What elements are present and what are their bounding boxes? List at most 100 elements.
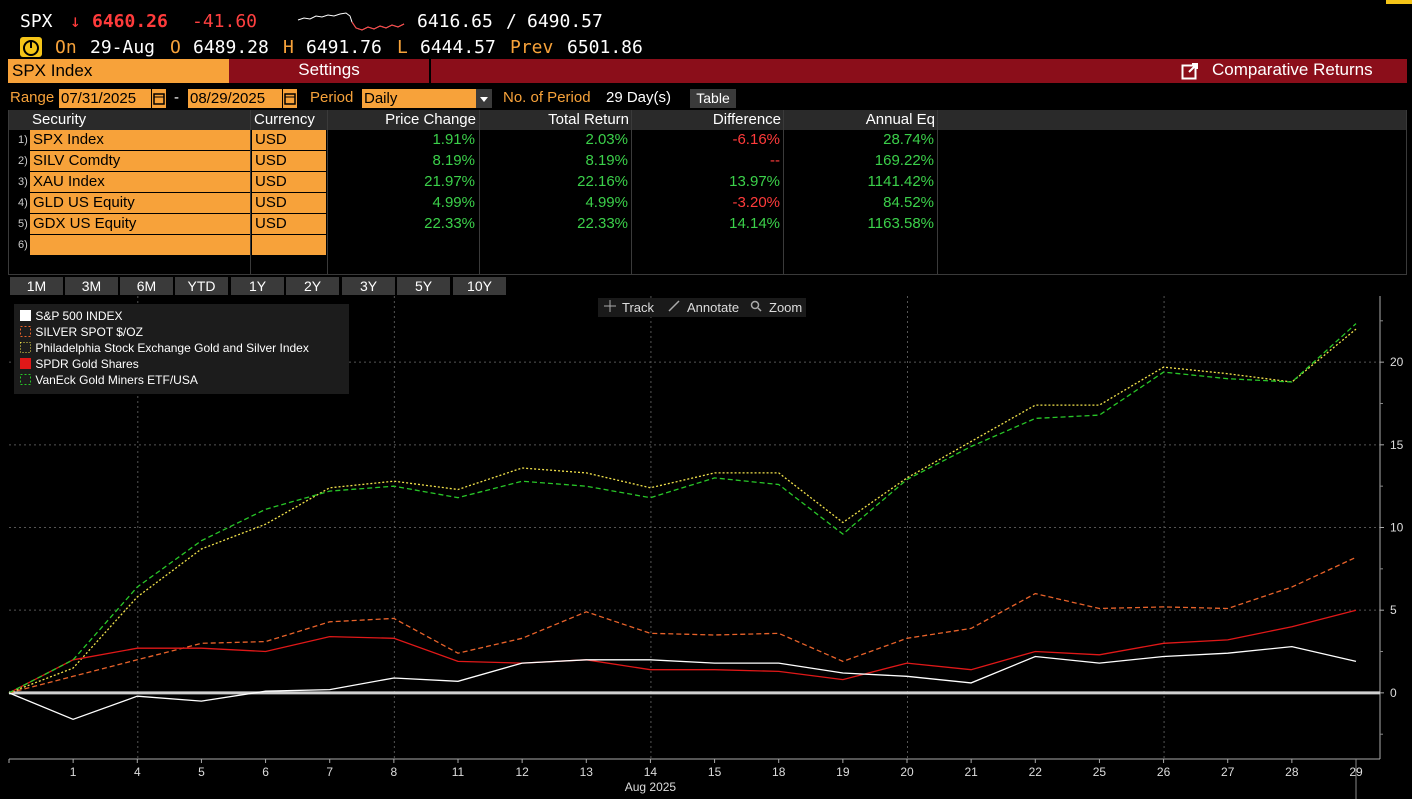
legend-item[interactable]: VanEck Gold Miners ETF/USA [20,372,198,388]
legend-item[interactable]: Philadelphia Stock Exchange Gold and Sil… [20,340,309,356]
start-date-field[interactable]: 07/31/2025 [59,89,151,108]
x-tick-label: 12 [515,765,529,779]
grid-line [937,110,938,275]
bar-divider [429,59,431,83]
x-tick-label: 14 [644,765,658,779]
annual-eq-cell: 1141.42% [867,173,934,190]
legend-item[interactable]: SILVER SPOT $/OZ [20,324,143,340]
zoom-button[interactable]: Zoom [769,300,803,315]
security-cell-empty[interactable] [30,235,250,255]
difference-cell: 14.14% [729,215,780,232]
period-1y-button[interactable]: 1Y [231,277,284,295]
annotate-button[interactable]: Annotate [687,300,740,315]
x-tick-label: 7 [326,765,333,779]
y-tick-label: 5 [1390,603,1397,617]
price-change-cell: 8.19% [432,152,475,169]
settings-tab[interactable]: Settings [230,59,428,83]
no-period-value: 29 Day(s) [606,89,672,106]
row-number: 5) [18,218,28,230]
start-calendar-icon[interactable] [152,89,166,108]
col-price-change[interactable]: Price Change [385,111,476,128]
currency-cell[interactable]: USD [252,214,326,234]
legend-item[interactable]: SPDR Gold Shares [20,356,139,372]
col-security[interactable]: Security [32,111,87,128]
period-5y-button[interactable]: 5Y [397,277,450,295]
end-date-field[interactable]: 08/29/2025 [188,89,282,108]
security-cell[interactable]: SILV Comdty [30,151,250,171]
low-day-value: 6444.57 [420,37,496,58]
no-period-label: No. of Period [503,89,591,106]
slash-separator: / [506,11,517,32]
track-button[interactable]: Track [622,300,655,315]
currency-cell[interactable]: USD [252,151,326,171]
legend-label: S&P 500 INDEX [35,309,123,323]
table-button[interactable]: Table [690,89,736,108]
period-select[interactable]: Daily [362,89,476,108]
row-number: 4) [18,197,28,209]
col-annual-eq[interactable]: Annual Eq [865,111,935,128]
grid-line [250,110,251,275]
currency-cell[interactable]: USD [252,130,326,150]
range-dash: - [174,89,179,106]
currency-cell[interactable]: USD [252,193,326,213]
x-tick-label: 28 [1285,765,1299,779]
period-2y-button[interactable]: 2Y [286,277,339,295]
down-arrow-icon: ↓ [70,11,81,32]
period-1m-button[interactable]: 1M [10,277,63,295]
legend-item[interactable]: S&P 500 INDEX [20,308,123,324]
total-return-cell: 4.99% [585,194,628,211]
period-3m-button[interactable]: 3M [65,277,118,295]
on-label: On [55,37,77,58]
x-tick-label: 18 [772,765,786,779]
currency-cell-empty[interactable] [252,235,326,255]
series-line-4 [8,323,1357,694]
security-cell[interactable]: GLD US Equity [30,193,250,213]
chart-toolbar [598,298,806,317]
price-change-cell: 4.99% [432,194,475,211]
chart-legend [14,304,349,394]
pencil-icon [668,300,680,315]
x-tick-label: 6 [262,765,269,779]
period-3y-button[interactable]: 3Y [342,277,395,295]
total-return-cell: 2.03% [585,131,628,148]
x-tick-label: 8 [391,765,398,779]
end-calendar-icon[interactable] [283,89,297,108]
ticker-symbol: SPX [20,11,53,32]
gauge-icon[interactable] [20,37,42,57]
period-6m-button[interactable]: 6M [120,277,173,295]
annual-eq-cell: 1163.58% [867,215,934,232]
low-label: L [397,37,408,58]
annual-eq-cell: 169.22% [874,152,934,169]
col-difference[interactable]: Difference [712,111,781,128]
x-tick-label: 20 [900,765,914,779]
grid-line [479,110,480,275]
arrow-glyph: ↓ [70,11,81,32]
high-value: 6490.57 [527,11,603,32]
security-cell[interactable]: GDX US Equity [30,214,250,234]
price-change-cell: 22.33% [424,215,475,232]
intraday-sparkline [297,12,405,31]
col-total-return[interactable]: Total Return [548,111,629,128]
magnifier-icon [750,300,762,315]
legend-swatch-green-dashed [20,374,31,385]
security-cell[interactable]: XAU Index [30,172,250,192]
security-cell[interactable]: SPX Index [30,130,250,150]
period-ytd-button[interactable]: YTD [175,277,228,295]
chevron-down-icon[interactable] [476,89,492,108]
last-price: 6460.26 [92,11,168,32]
total-return-cell: 22.16% [577,173,628,190]
x-tick-label: 27 [1221,765,1235,779]
y-tick-label: 10 [1390,521,1404,535]
y-tick-label: 20 [1390,355,1404,369]
table-header [8,110,1407,130]
open-value: 6489.28 [193,37,269,58]
period-10y-button[interactable]: 10Y [453,277,506,295]
y-tick-label: 15 [1390,438,1404,452]
popout-icon[interactable] [1181,62,1199,84]
col-currency[interactable]: Currency [254,111,315,128]
low-value: 6416.65 [417,11,493,32]
security-input[interactable]: SPX Index [8,59,229,83]
currency-cell[interactable]: USD [252,172,326,192]
high-day-value: 6491.76 [306,37,382,58]
